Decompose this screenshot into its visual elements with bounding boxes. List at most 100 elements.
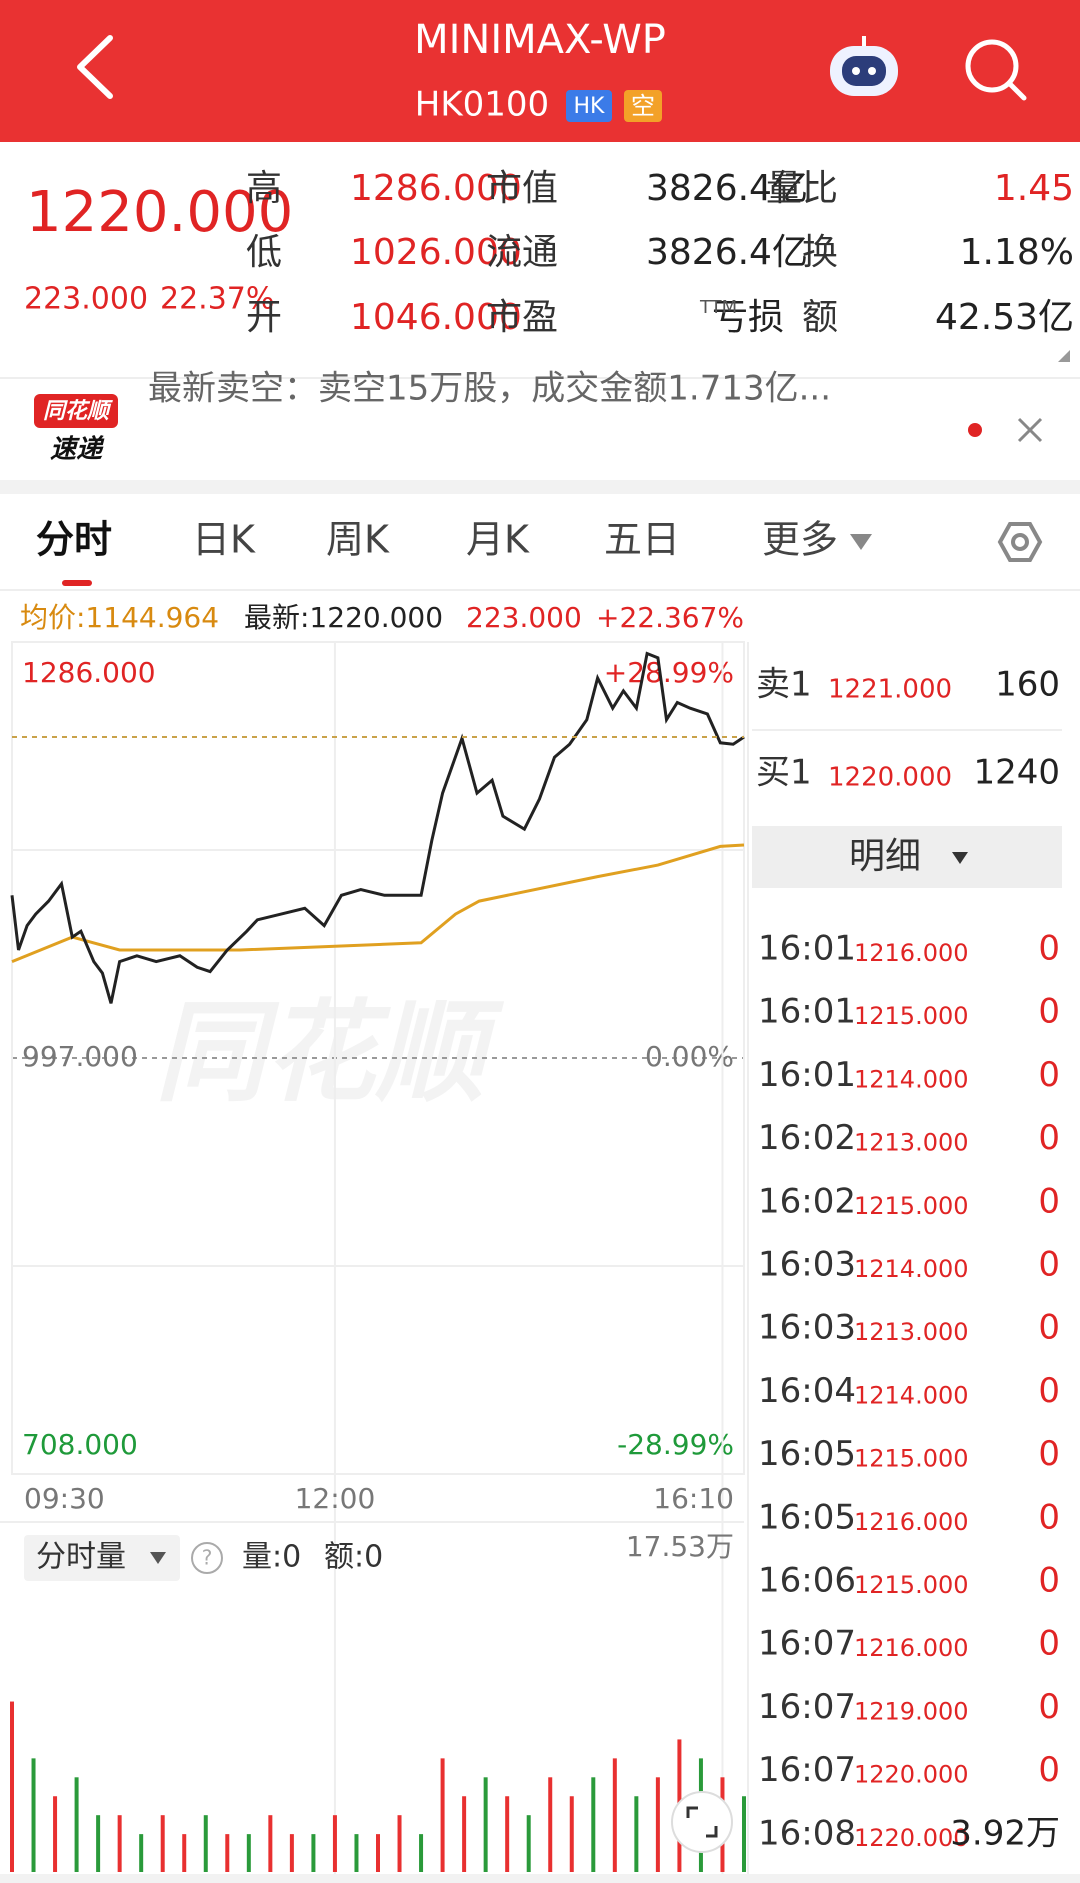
tab[interactable]: 更多: [762, 518, 838, 562]
detail-qty: 0: [1038, 992, 1060, 1032]
last-price: 1220.000: [26, 180, 293, 245]
tab[interactable]: 周K: [326, 518, 390, 562]
news-logo: 同花顺 速递: [34, 394, 118, 465]
help-icon[interactable]: [191, 1542, 223, 1574]
more-caret: [850, 534, 872, 550]
detail-qty: 0: [1038, 1118, 1060, 1158]
tab[interactable]: 日K: [192, 518, 256, 562]
volume-title: 分时量: [36, 1540, 126, 1575]
x-tick-label: 16:10: [653, 1482, 734, 1515]
detail-qty: 0: [1038, 1181, 1060, 1221]
active-tab-underline: [62, 580, 92, 586]
volume-max-label: 17.53万: [626, 1530, 734, 1563]
detail-price: 1216.000: [854, 1634, 969, 1662]
market-badge-text: HK: [574, 94, 606, 119]
market-badge: [566, 90, 612, 122]
book-price: 1221.000: [828, 675, 952, 705]
detail-price: 1216.000: [854, 939, 969, 967]
x-tick-label: 09:30: [24, 1482, 105, 1515]
book-qty: 160: [995, 665, 1060, 705]
detail-time: 16:07: [758, 1624, 856, 1664]
volume-selector[interactable]: [24, 1535, 180, 1581]
tab[interactable]: 五日: [604, 518, 680, 562]
volume-bar: [268, 1815, 273, 1872]
detail-price: 1220.000: [854, 1824, 969, 1852]
volume-bar: [548, 1777, 553, 1872]
detail-price: 1215.000: [854, 1002, 969, 1030]
detail-qty: 0: [1038, 929, 1060, 969]
volume-bar: [397, 1815, 402, 1872]
quote-label: 换: [802, 232, 838, 273]
expand-corner[interactable]: [1058, 350, 1070, 362]
info-change: 223.000: [466, 601, 582, 634]
volume-bar: [419, 1834, 424, 1872]
news-text[interactable]: 最新卖空：卖空15万股，成交金额1.713亿...: [148, 369, 831, 409]
quote-value: 1286.000: [350, 168, 522, 209]
volume-bar: [591, 1777, 596, 1872]
tab[interactable]: 分时: [36, 518, 112, 562]
plot-frame: [11, 641, 745, 1475]
volume-bar: [311, 1834, 316, 1872]
quote-value: 1026.000: [350, 232, 522, 273]
detail-time: 16:03: [758, 1308, 856, 1348]
volume-bar: [505, 1796, 510, 1872]
latest-price: 最新:1220.000: [244, 601, 443, 634]
quote-value: 3826.4亿: [646, 168, 808, 209]
detail-qty: 0: [1038, 1750, 1060, 1790]
detail-time: 16:05: [758, 1434, 856, 1474]
volume-bar: [612, 1758, 617, 1872]
volume-caret: [150, 1552, 166, 1564]
quote-label: 流通: [486, 232, 558, 273]
detail-button[interactable]: [752, 826, 1062, 888]
detail-button-text: 明细: [849, 836, 921, 877]
y-tick-label: 1286.000: [22, 656, 156, 689]
detail-time: 16:03: [758, 1245, 856, 1285]
detail-qty: 3.92万: [950, 1813, 1060, 1853]
detail-price: 1213.000: [854, 1129, 969, 1157]
tab[interactable]: 月K: [466, 518, 530, 562]
detail-time: 16:01: [758, 992, 856, 1032]
detail-qty: 0: [1038, 1308, 1060, 1348]
detail-time: 16:04: [758, 1371, 856, 1411]
book-qty: 1240: [973, 753, 1060, 793]
quote-label: 额: [802, 297, 838, 338]
short-badge-text: 空: [631, 92, 655, 120]
detail-qty: 0: [1038, 1371, 1060, 1411]
news-logo-bottom: 速递: [50, 435, 105, 465]
quote-value: 1046.000: [350, 297, 522, 338]
volume-bar: [742, 1796, 746, 1872]
volume-bar: [160, 1815, 165, 1872]
detail-price: 1216.000: [854, 1508, 969, 1536]
fullscreen-button[interactable]: [671, 1791, 733, 1853]
detail-price: 1215.000: [854, 1192, 969, 1220]
detail-qty: 0: [1038, 1245, 1060, 1285]
quote-label: 市值: [486, 168, 558, 209]
stock-title: MINIMAX-WP: [414, 17, 666, 63]
back-button[interactable]: [77, 35, 113, 99]
x-tick-label: 12:00: [295, 1482, 376, 1515]
search-icon[interactable]: [965, 39, 1027, 101]
volume-bar: [354, 1834, 359, 1872]
detail-price: 1214.000: [854, 1381, 969, 1409]
detail-qty: 0: [1038, 1055, 1060, 1095]
price-change: 223.000: [24, 282, 148, 317]
volume-bar: [332, 1815, 337, 1872]
price-line: [10, 651, 745, 1004]
assistant-icon[interactable]: [830, 36, 898, 96]
detail-qty: 0: [1038, 1434, 1060, 1474]
detail-price: 1220.000: [854, 1761, 969, 1789]
y2-tick-label: -28.99%: [617, 1428, 734, 1461]
help-text: ?: [202, 1546, 213, 1570]
volume-bar: [634, 1796, 639, 1872]
detail-price: 1213.000: [854, 1318, 969, 1346]
settings-icon[interactable]: [997, 522, 1043, 562]
volume-chart: 17.53万: [10, 1530, 746, 1872]
period-tabs: 分时 日K 周K 月K 五日 更多: [36, 518, 838, 562]
detail-qty: 0: [1038, 1561, 1060, 1601]
close-news[interactable]: [1017, 417, 1043, 443]
volume-bar: [139, 1834, 144, 1872]
bottom-strip: [0, 1874, 1080, 1883]
